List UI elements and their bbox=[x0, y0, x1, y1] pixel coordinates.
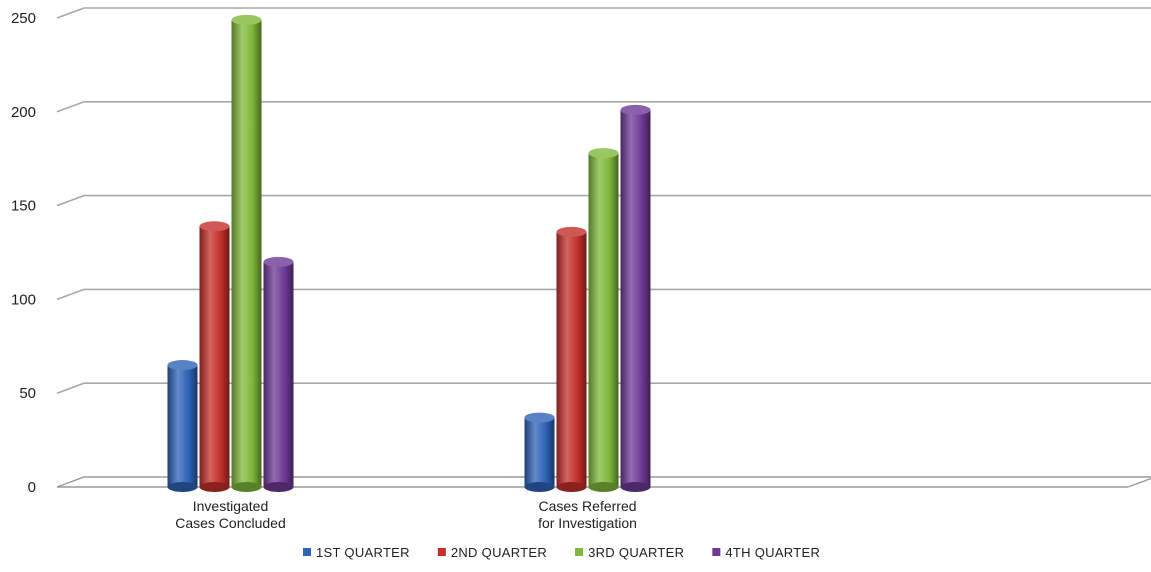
bar bbox=[199, 221, 230, 492]
bar-top bbox=[263, 256, 294, 267]
bar-body bbox=[556, 231, 587, 487]
bar-base bbox=[620, 482, 651, 492]
y-axis-ticks: 0 50 100 150 200 250 bbox=[11, 10, 36, 496]
bar bbox=[588, 148, 619, 492]
legend-swatch bbox=[712, 548, 721, 556]
bar-base bbox=[231, 482, 262, 492]
bar-body bbox=[231, 19, 262, 487]
bar-body bbox=[167, 365, 198, 487]
legend-label: 1ST QUARTER bbox=[316, 545, 410, 560]
bar-base bbox=[588, 482, 619, 492]
bar-base bbox=[524, 482, 555, 492]
bar-top bbox=[231, 14, 262, 25]
bar-base bbox=[263, 482, 294, 492]
bar bbox=[263, 256, 294, 492]
y-tick-label: 250 bbox=[11, 10, 36, 27]
bar-top bbox=[167, 360, 198, 371]
bar bbox=[620, 104, 651, 492]
y-tick-label: 200 bbox=[11, 104, 36, 121]
x-category-label: Cases Concluded bbox=[175, 515, 286, 531]
bar-top bbox=[556, 226, 587, 237]
bar-body bbox=[620, 109, 651, 487]
gridline bbox=[56, 288, 1151, 301]
bar-top bbox=[588, 148, 619, 159]
legend-label: 4TH QUARTER bbox=[725, 545, 820, 560]
bar-body bbox=[524, 417, 555, 487]
legend-label: 3RD QUARTER bbox=[588, 545, 684, 560]
gridline bbox=[56, 382, 1151, 394]
x-category-label: for Investigation bbox=[538, 515, 637, 531]
gridline bbox=[56, 476, 1151, 488]
legend-swatch bbox=[575, 548, 584, 556]
legend-item: 3RD QUARTER bbox=[575, 545, 684, 560]
legend-label: 2ND QUARTER bbox=[451, 545, 547, 560]
bar-top bbox=[199, 221, 230, 232]
legend-swatch bbox=[437, 548, 446, 556]
x-category-label: Cases Referred bbox=[538, 498, 636, 514]
y-tick-label: 0 bbox=[28, 479, 36, 496]
bar-base bbox=[167, 482, 198, 492]
floor-right-edge bbox=[1127, 477, 1151, 488]
legend-swatch bbox=[303, 548, 311, 556]
legend: 1ST QUARTER 2ND QUARTER 3RD QUARTER 4TH QUA… bbox=[303, 545, 820, 560]
x-category-label: Investigated bbox=[193, 498, 269, 514]
bar-base bbox=[556, 482, 587, 492]
bar bbox=[231, 14, 262, 492]
gridline bbox=[56, 101, 1151, 113]
bar bbox=[524, 412, 555, 492]
bar-body bbox=[263, 261, 294, 487]
legend-item: 2ND QUARTER bbox=[437, 545, 547, 560]
bar-body bbox=[199, 226, 230, 487]
y-tick-label: 50 bbox=[19, 385, 36, 402]
y-tick-label: 100 bbox=[11, 291, 36, 308]
bar bbox=[167, 360, 198, 492]
bar-body bbox=[588, 153, 619, 487]
bars bbox=[167, 14, 651, 492]
gridline bbox=[56, 7, 1151, 19]
gridline bbox=[56, 194, 1151, 207]
y-tick-label: 150 bbox=[11, 198, 36, 215]
bar-base bbox=[199, 482, 230, 492]
bar-top bbox=[620, 104, 651, 115]
legend-item: 1ST QUARTER bbox=[303, 545, 410, 560]
legend-item: 4TH QUARTER bbox=[712, 545, 820, 560]
bar-top bbox=[524, 412, 555, 423]
bar bbox=[556, 226, 587, 492]
